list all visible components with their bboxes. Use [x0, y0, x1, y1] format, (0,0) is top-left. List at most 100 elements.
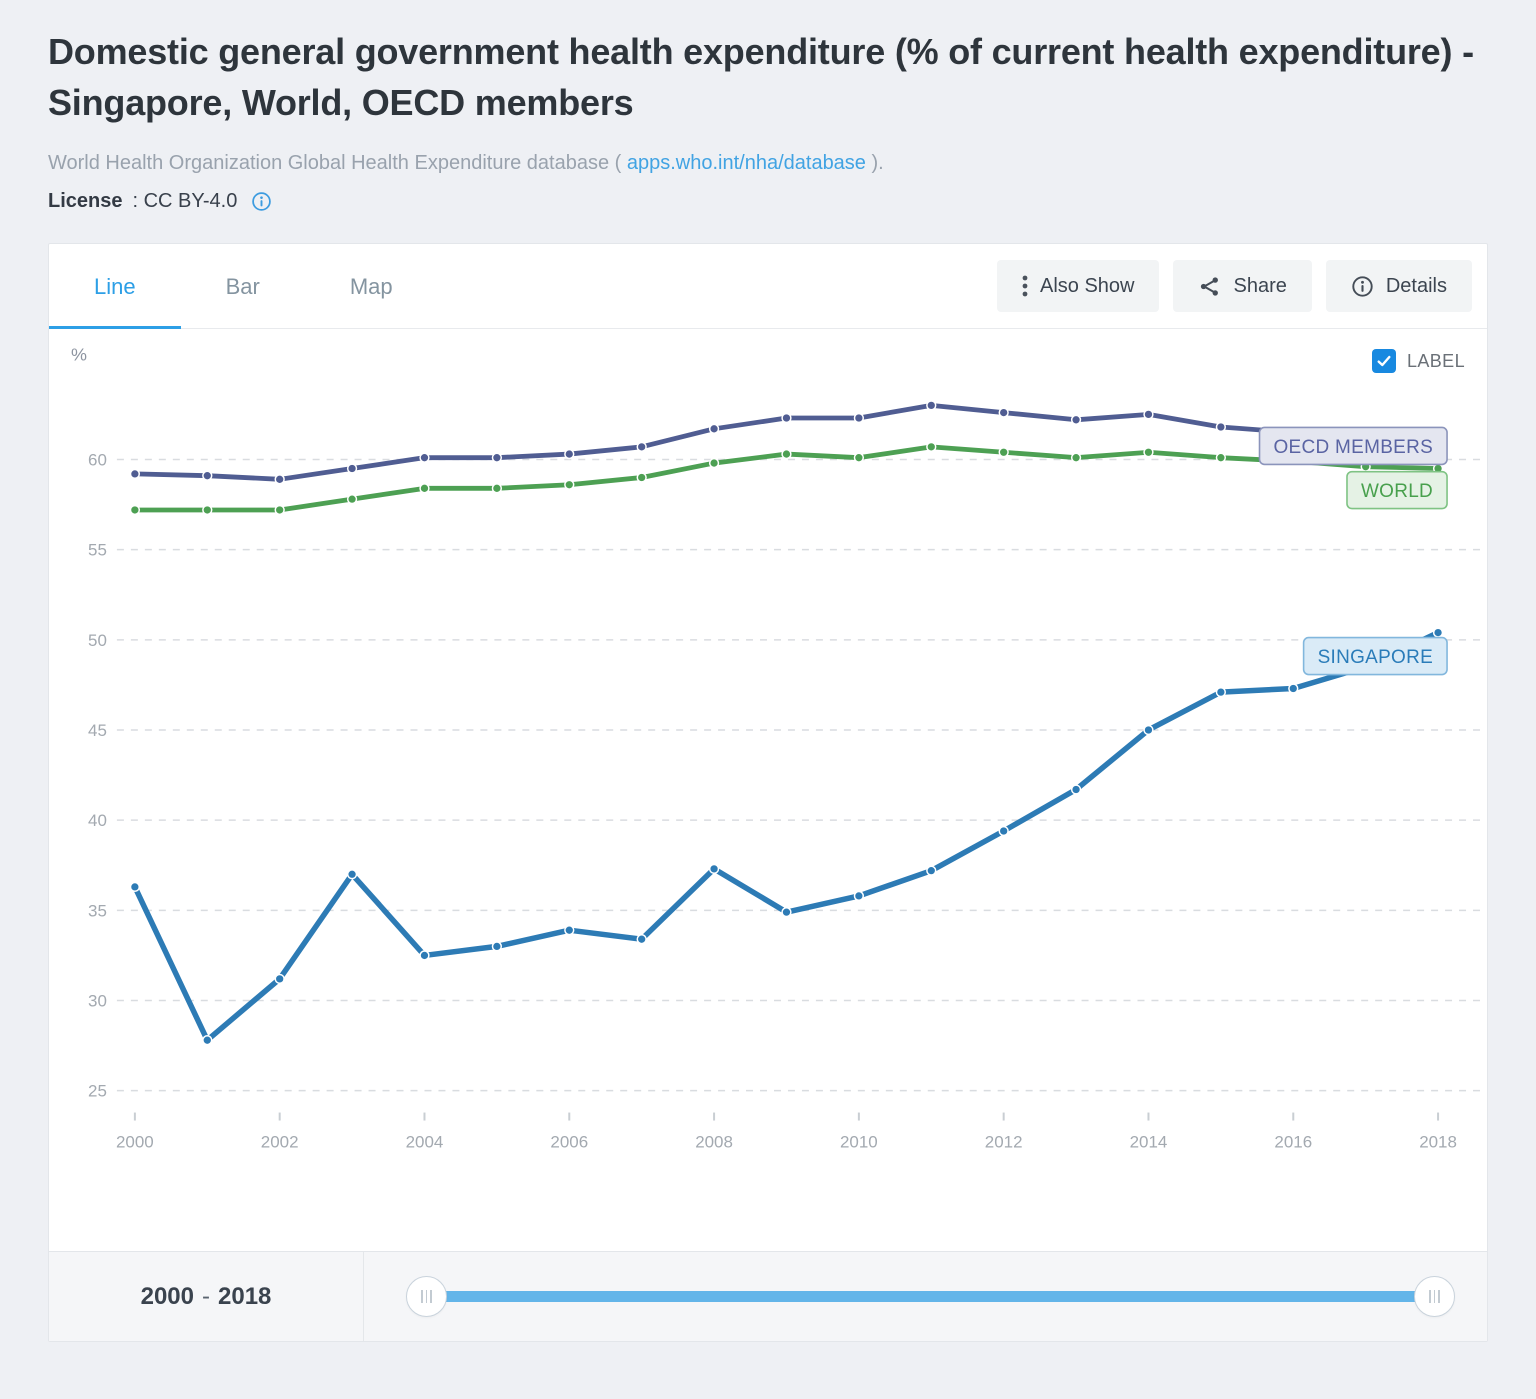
share-button[interactable]: Share — [1173, 260, 1312, 313]
also-show-button[interactable]: Also Show — [996, 260, 1160, 313]
y-tick-label: 25 — [88, 1082, 107, 1101]
slider-handle-end[interactable] — [1414, 1276, 1455, 1318]
timeline-range-label: 2000 - 2018 — [49, 1252, 364, 1342]
data-point[interactable] — [636, 441, 647, 453]
data-point[interactable] — [998, 826, 1009, 837]
toolbar: Also Show Share — [996, 260, 1472, 313]
data-point[interactable] — [274, 505, 285, 516]
y-tick-label: 40 — [88, 811, 107, 830]
series-label-singapore: SINGAPORE — [1318, 647, 1433, 668]
data-point[interactable] — [998, 447, 1009, 458]
data-point[interactable] — [1288, 683, 1299, 694]
data-point[interactable] — [1215, 687, 1227, 698]
source-prefix: World Health Organization Global Health … — [48, 152, 627, 175]
share-icon — [1201, 277, 1219, 296]
data-point[interactable] — [564, 479, 575, 491]
data-point[interactable] — [853, 890, 865, 902]
label-checkbox-checked[interactable] — [1371, 349, 1396, 374]
data-point[interactable] — [853, 452, 865, 464]
data-point[interactable] — [491, 941, 503, 952]
y-axis-unit: % — [71, 345, 87, 365]
y-tick-label: 35 — [88, 902, 107, 921]
x-tick-label: 2014 — [1130, 1133, 1168, 1152]
x-tick-label: 2018 — [1419, 1133, 1457, 1152]
data-point[interactable] — [636, 934, 647, 945]
data-point[interactable] — [346, 494, 358, 505]
x-tick-label: 2016 — [1274, 1133, 1312, 1152]
data-point[interactable] — [1070, 784, 1082, 795]
data-point[interactable] — [708, 863, 720, 875]
details-label: Details — [1385, 274, 1447, 297]
timeline-start: 2000 — [140, 1282, 194, 1310]
tab-line[interactable]: Line — [49, 244, 181, 330]
data-point[interactable] — [1215, 422, 1227, 433]
tab-bar-chart[interactable]: Bar — [225, 274, 260, 300]
label-toggle[interactable]: LABEL — [1371, 349, 1465, 374]
data-point[interactable] — [564, 925, 575, 936]
data-point[interactable] — [129, 505, 141, 516]
data-point[interactable] — [708, 423, 720, 435]
data-point[interactable] — [1432, 627, 1444, 638]
data-point[interactable] — [926, 400, 937, 411]
data-point[interactable] — [202, 1035, 213, 1046]
license-info-icon[interactable] — [251, 191, 272, 212]
page-title: Domestic general government health expen… — [48, 31, 1474, 124]
x-tick-label: 2000 — [116, 1133, 154, 1152]
timeline-row: 2000 - 2018 — [49, 1251, 1487, 1342]
data-point[interactable] — [346, 869, 358, 880]
x-tick-label: 2004 — [406, 1133, 444, 1152]
series-label-box — [1258, 426, 1448, 466]
x-tick-label: 2006 — [550, 1133, 588, 1152]
details-button[interactable]: Details — [1325, 260, 1472, 313]
data-point[interactable] — [202, 470, 213, 482]
data-point[interactable] — [926, 865, 937, 877]
info-icon — [1352, 276, 1373, 297]
data-point[interactable] — [491, 483, 503, 494]
data-point[interactable] — [1143, 447, 1154, 458]
series-label-world: WORLD — [1361, 481, 1433, 502]
timeline-slider[interactable] — [406, 1252, 1455, 1341]
data-point[interactable] — [129, 468, 141, 480]
data-point[interactable] — [1070, 452, 1082, 464]
slider-track[interactable] — [426, 1291, 1435, 1303]
data-point[interactable] — [564, 449, 575, 460]
slider-handle-start[interactable] — [406, 1276, 447, 1318]
data-point[interactable] — [419, 483, 430, 494]
data-point[interactable] — [998, 407, 1009, 418]
tab-bar: Line Bar Map Also Show — [49, 244, 1487, 330]
data-point[interactable] — [491, 452, 503, 464]
checkmark-icon — [1377, 356, 1391, 367]
page-header: Domestic general government health expen… — [0, 0, 1536, 213]
data-point[interactable] — [1070, 414, 1082, 426]
data-point[interactable] — [346, 463, 358, 474]
data-point[interactable] — [853, 413, 865, 424]
tab-map[interactable]: Map — [349, 274, 393, 300]
timeline-separator: - — [202, 1282, 210, 1310]
data-point[interactable] — [202, 505, 213, 516]
source-link[interactable]: apps.who.int/nha/database — [626, 152, 866, 175]
data-point[interactable] — [129, 881, 141, 893]
share-label: Share — [1233, 274, 1287, 297]
series-label-box — [1346, 471, 1448, 510]
y-tick-label: 60 — [88, 451, 107, 470]
data-point[interactable] — [926, 441, 937, 453]
x-tick-label: 2002 — [261, 1133, 299, 1152]
data-point[interactable] — [636, 472, 647, 483]
data-point[interactable] — [708, 458, 720, 469]
line-chart: % 60 55 50 45 40 35 30 25 2000 2002 2004 2006 2008 201… — [71, 345, 1484, 1152]
license-value: : CC BY-4.0 — [132, 190, 238, 213]
data-point[interactable] — [781, 907, 792, 918]
data-point[interactable] — [1143, 409, 1154, 420]
data-point[interactable] — [1215, 452, 1227, 464]
data-point[interactable] — [781, 413, 792, 424]
chart-area: % 60 55 50 45 40 35 30 25 2000 2002 2004 2006 2008 201… — [49, 329, 1487, 1251]
data-point[interactable] — [781, 449, 792, 460]
chart-card: Line Bar Map Also Show — [48, 243, 1488, 1343]
data-point[interactable] — [274, 474, 285, 485]
data-point[interactable] — [274, 973, 285, 985]
source-line: World Health Organization Global Health … — [48, 152, 1488, 175]
data-point[interactable] — [419, 452, 430, 464]
license-label: License — [48, 190, 123, 213]
data-point[interactable] — [1143, 725, 1154, 736]
data-point[interactable] — [419, 950, 430, 961]
